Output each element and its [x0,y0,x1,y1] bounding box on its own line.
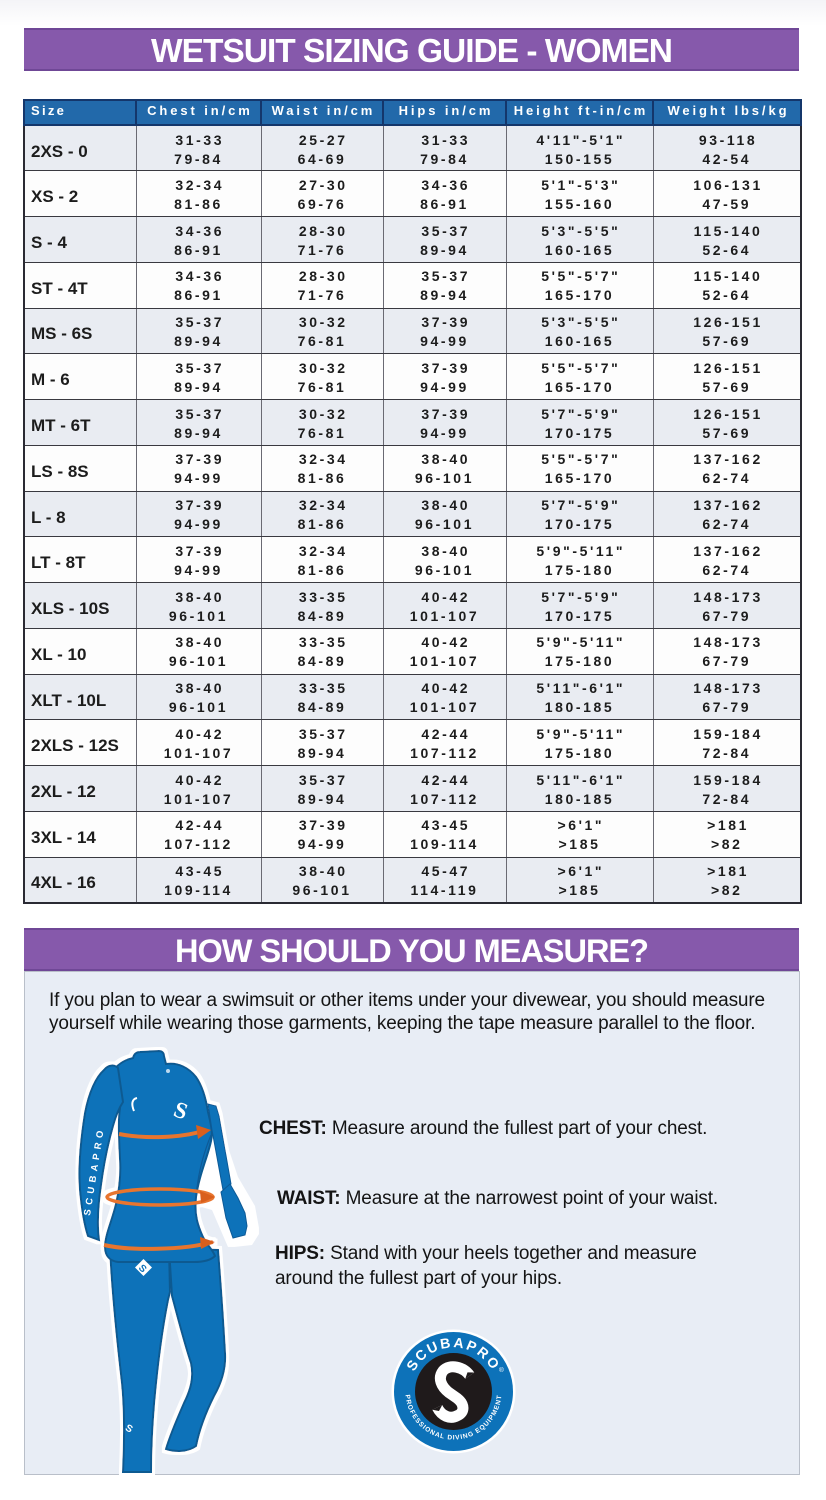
svg-text:®: ® [499,1366,504,1374]
svg-text:S: S [123,1423,135,1436]
